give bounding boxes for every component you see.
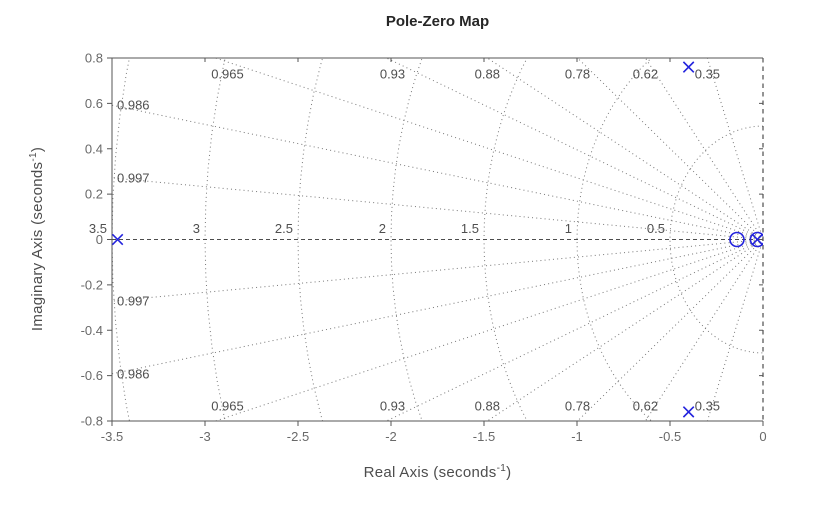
damping-ratio-label: 0.997: [117, 294, 150, 309]
damping-ratio-label: 0.965: [211, 67, 244, 82]
natural-frequency-arc: [297, 58, 324, 421]
natural-frequency-label: 3.5: [89, 221, 107, 236]
damping-ratio-label: 0.62: [633, 67, 658, 82]
x-tick-label: -1.5: [473, 429, 495, 444]
damping-ratio-line: [112, 239, 763, 375]
y-tick-label: 0.2: [85, 187, 103, 202]
x-tick-label: -3: [199, 429, 211, 444]
tick-marks: [107, 57, 764, 426]
y-tick-label: 0: [96, 232, 103, 247]
damping-ratio-line: [112, 239, 763, 302]
natural-frequency-arc: [483, 58, 528, 421]
x-tick-label: 0: [759, 429, 766, 444]
y-axis-exponent: -1: [28, 152, 39, 162]
zero-marker: [749, 231, 763, 248]
x-tick-label: -2.5: [287, 429, 309, 444]
x-axis-exponent: -1: [496, 463, 507, 474]
damping-ratio-line: [112, 177, 763, 240]
x-axis-label: Real Axis (seconds-1): [363, 463, 512, 481]
damping-ratio-label: 0.965: [211, 399, 244, 414]
damping-ratio-label: 0.997: [117, 170, 150, 185]
zero-marker: [729, 231, 745, 248]
y-tick-label: 0.4: [85, 141, 103, 156]
damping-ratio-label: 0.78: [565, 67, 590, 82]
damping-ratio-label: 0.986: [117, 366, 150, 381]
y-tick-label: 0.8: [85, 51, 103, 66]
damping-ratio-label: 0.88: [475, 67, 500, 82]
pole-marker: [682, 406, 695, 418]
damping-ratio-label: 0.93: [380, 399, 405, 414]
natural-frequency-label: 1.5: [461, 221, 479, 236]
damping-ratio-line: [486, 58, 763, 240]
natural-frequency-label: 2.5: [275, 221, 293, 236]
y-axis-label: Imaginary Axis (seconds-1): [28, 146, 46, 332]
damping-ratio-label: 0.93: [380, 67, 405, 82]
natural-frequency-label: 0.5: [647, 221, 665, 236]
damping-ratio-label: 0.35: [695, 67, 720, 82]
natural-frequency-label: 2: [379, 221, 386, 236]
x-tick-label: -3.5: [101, 429, 123, 444]
damping-ratio-line: [486, 239, 763, 421]
damping-ratio-label: 0.88: [475, 399, 500, 414]
y-tick-label: -0.8: [81, 414, 103, 429]
pole-zero-markers: [112, 61, 763, 418]
damping-ratio-line: [112, 104, 763, 240]
pole-marker: [112, 233, 124, 246]
pole-marker: [751, 233, 763, 246]
x-tick-label: -2: [385, 429, 397, 444]
damping-ratio-label: 0.986: [117, 98, 150, 113]
damping-ratio-label: 0.35: [695, 399, 720, 414]
damping-ratio-label: 0.62: [633, 399, 658, 414]
natural-frequency-label: 1: [565, 221, 572, 236]
pole-marker: [682, 61, 695, 73]
y-tick-label: -0.6: [81, 368, 103, 383]
damping-ratio-label: 0.78: [565, 399, 590, 414]
x-tick-label: -0.5: [659, 429, 681, 444]
y-tick-label: -0.2: [81, 277, 103, 292]
plot-title: Pole-Zero Map: [385, 13, 490, 30]
natural-frequency-label: 3: [193, 221, 200, 236]
x-tick-label: -1: [571, 429, 583, 444]
y-tick-label: -0.4: [81, 323, 103, 338]
y-tick-label: 0.6: [85, 96, 103, 111]
